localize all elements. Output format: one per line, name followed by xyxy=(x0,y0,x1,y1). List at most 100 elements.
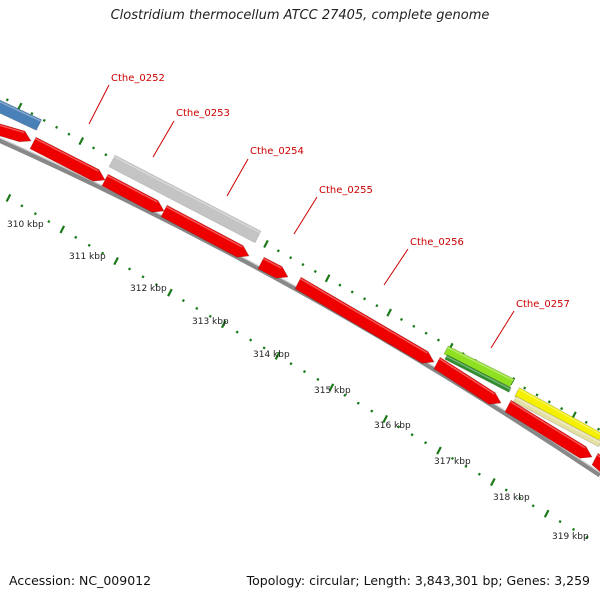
inner-scale-minor-tick xyxy=(450,456,454,460)
inner-scale-major-tick xyxy=(436,446,442,455)
gene-label: Cthe_0253 xyxy=(176,108,230,119)
red-gene-arrow xyxy=(0,123,32,143)
inner-scale-minor-tick xyxy=(289,362,293,366)
inner-scale-major-tick xyxy=(167,288,173,297)
kbp-scale-label: 319 kbp xyxy=(552,532,589,542)
gene-leader-line xyxy=(490,310,515,349)
inner-scale-major-tick xyxy=(274,351,281,360)
gene-features xyxy=(0,99,600,473)
red-gene-arrow-highlight xyxy=(262,258,282,269)
red-gene-arrow-highlight xyxy=(165,206,243,248)
kbp-scale-label: 316 kbp xyxy=(374,421,411,431)
inner-scale-minor-tick xyxy=(370,409,374,413)
outer-scale-minor-tick xyxy=(104,153,108,157)
darkgreen-feature-highlight xyxy=(446,355,511,390)
gene-leader-line xyxy=(383,248,409,286)
gene-label: Cthe_0254 xyxy=(250,146,304,157)
gray-feature-highlight xyxy=(113,156,261,234)
red-gene-arrow-highlight xyxy=(299,278,428,354)
inner-scale-major-tick xyxy=(328,383,335,392)
inner-scale-minor-tick xyxy=(141,275,145,279)
yellow-feature-highlight xyxy=(518,388,600,435)
kbp-scale-label: 311 kbp xyxy=(69,252,106,262)
outer-scale-minor-tick xyxy=(412,324,416,328)
red-gene-arrow xyxy=(29,136,106,182)
inner-scale-minor-tick xyxy=(154,283,158,287)
gene-label: Cthe_0255 xyxy=(319,185,373,196)
inner-scale-major-tick xyxy=(5,193,12,202)
outer-scale-minor-tick xyxy=(5,98,9,102)
inner-scale-minor-tick xyxy=(464,464,468,468)
khaki-feature xyxy=(513,395,600,448)
kbp-scale-label: 310 kbp xyxy=(7,220,44,230)
kbp-scale-label: 314 kbp xyxy=(253,350,290,360)
red-gene-arrow-highlight xyxy=(438,358,495,395)
red-gene-arrow xyxy=(160,204,250,258)
gene-labels: Cthe_0252 Cthe_0253 Cthe_0254 Cthe_0255 Cthe… xyxy=(7,73,589,542)
outer-scale-minor-tick xyxy=(42,118,46,123)
red-gene-arrow xyxy=(504,399,593,459)
red-gene-arrow-highlight xyxy=(509,401,586,449)
lightgreen-feature-highlight xyxy=(447,346,514,382)
inner-scale-minor-tick xyxy=(558,520,562,524)
red-gene-arrow xyxy=(591,452,600,473)
inner-scale-minor-tick xyxy=(74,235,78,239)
inner-scale-minor-tick xyxy=(410,433,414,437)
outer-scale-minor-tick xyxy=(313,269,317,273)
inner-scale-major-tick xyxy=(490,478,496,487)
gene-leader-line xyxy=(152,120,175,158)
outer-scale-minor-tick xyxy=(535,393,539,397)
outer-scale-minor-tick xyxy=(363,297,367,301)
outer-scale-minor-tick xyxy=(338,283,342,287)
outer-scale-minor-tick xyxy=(301,262,305,267)
darkgreen-feature xyxy=(444,354,512,393)
outer-scale-minor-tick xyxy=(289,256,293,260)
lightgreen-feature xyxy=(443,345,515,388)
outer-scale-minor-tick xyxy=(399,317,404,321)
gene-leader-line xyxy=(293,196,318,235)
inner-scale-minor-tick xyxy=(262,346,266,350)
gene-leader-line xyxy=(226,158,249,197)
inner-scale-minor-tick xyxy=(504,488,508,492)
outer-scale-minor-tick xyxy=(350,290,354,294)
inner-scale-minor-tick xyxy=(356,401,360,405)
outer-scale-minor-tick xyxy=(30,112,34,116)
outer-scale-minor-tick xyxy=(276,249,280,253)
blue-feature xyxy=(0,99,43,131)
inner-scale-major-tick xyxy=(543,509,550,518)
inner-scale-minor-tick xyxy=(33,212,37,216)
red-gene-arrow-highlight xyxy=(106,175,158,203)
inner-scale-minor-tick xyxy=(343,393,347,397)
red-gene-arrow xyxy=(433,356,502,405)
gene-leader-line xyxy=(88,84,110,125)
inner-scale-minor-tick xyxy=(181,298,185,303)
gray-feature xyxy=(108,154,262,244)
gene-label: Cthe_0256 xyxy=(410,237,464,248)
red-gene-arrow-highlight xyxy=(34,138,99,172)
outer-scale-major-tick xyxy=(78,136,85,146)
red-gene-arrow-highlight xyxy=(0,124,25,134)
inner-scale-major-tick xyxy=(220,320,227,329)
inner-scale-minor-tick xyxy=(195,306,199,310)
inner-scale-minor-tick xyxy=(477,472,481,476)
outer-scale-major-tick xyxy=(386,308,392,317)
inner-scale-minor-tick xyxy=(397,425,401,429)
inner-scale-minor-tick xyxy=(101,251,105,255)
outer-scale-minor-tick xyxy=(436,338,440,342)
kbp-scale-label: 313 kbp xyxy=(192,317,229,327)
khaki-feature-highlight xyxy=(515,397,600,444)
inner-scale-minor-tick xyxy=(208,314,212,318)
inner-scale-major-tick xyxy=(113,256,119,266)
genome-backbone xyxy=(0,137,600,478)
kbp-scale-label: 315 kbp xyxy=(314,386,351,396)
outer-scale-minor-tick xyxy=(584,420,588,424)
blue-feature-highlight xyxy=(0,101,42,122)
red-gene-arrow xyxy=(101,173,165,213)
inner-scale-minor-tick xyxy=(424,441,428,445)
inner-scale-minor-tick xyxy=(128,267,132,271)
map-title: Clostridium thermocellum ATCC 27405, com… xyxy=(110,8,490,23)
red-gene-arrow xyxy=(294,276,435,364)
outer-scale-major-tick xyxy=(324,274,331,283)
genome-backbone-line xyxy=(0,137,600,478)
